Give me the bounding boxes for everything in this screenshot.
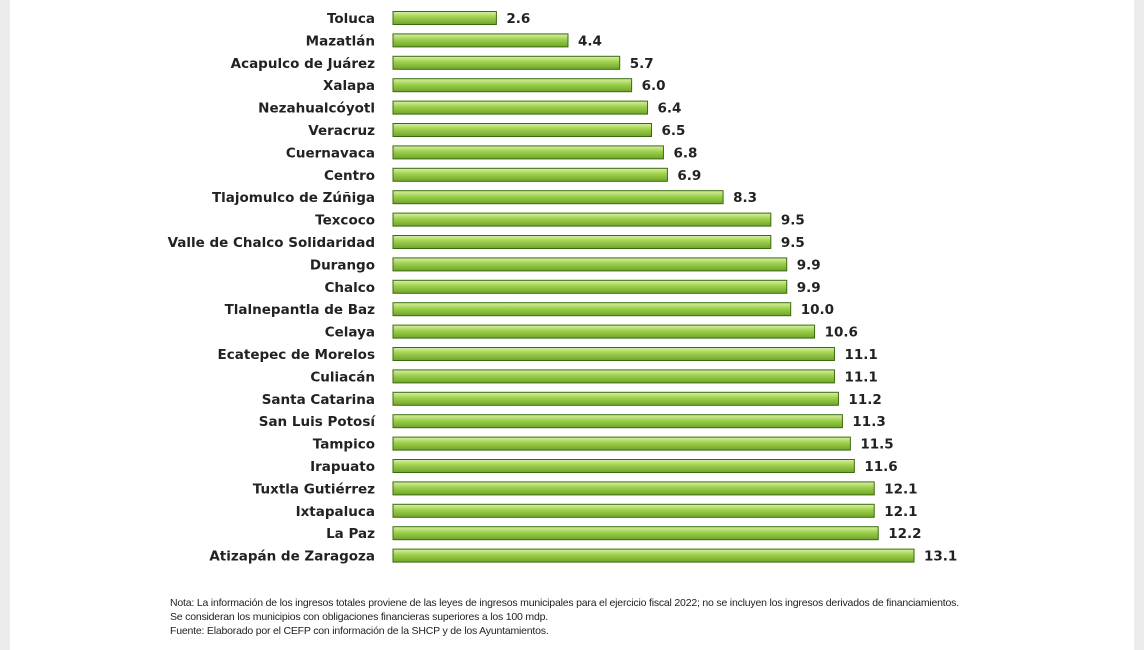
category-label: Mazatlán bbox=[306, 33, 375, 49]
note-line-3: Fuente: Elaborado por el CEFP con inform… bbox=[170, 625, 549, 637]
value-label: 6.8 bbox=[673, 145, 697, 161]
category-label: Irapuato bbox=[310, 459, 375, 475]
bar bbox=[392, 347, 835, 361]
bar bbox=[392, 414, 843, 429]
value-label: 6.5 bbox=[662, 123, 686, 139]
chart-notes: Nota: La información de los ingresos tot… bbox=[170, 596, 1070, 638]
category-label: Durango bbox=[310, 257, 375, 273]
category-label: Celaya bbox=[325, 325, 375, 341]
bar bbox=[392, 100, 649, 115]
bar bbox=[392, 235, 772, 249]
value-label: 4.4 bbox=[578, 33, 602, 49]
value-label: 8.3 bbox=[733, 190, 757, 206]
category-label: Ecatepec de Morelos bbox=[218, 347, 375, 363]
category-label: Tlajomulco de Zúñiga bbox=[212, 190, 375, 206]
value-label: 11.2 bbox=[848, 392, 881, 408]
value-label: 9.9 bbox=[797, 257, 821, 273]
value-label: 9.9 bbox=[797, 280, 821, 296]
note-line-2: Se consideran los municipios con obligac… bbox=[170, 611, 548, 623]
category-label: Nezahualcóyotl bbox=[258, 101, 375, 117]
bar bbox=[392, 123, 653, 137]
value-label: 11.1 bbox=[844, 369, 877, 385]
bar bbox=[392, 55, 621, 70]
category-label: Santa Catarina bbox=[262, 392, 375, 408]
category-label: Chalco bbox=[324, 280, 375, 296]
bar bbox=[392, 279, 788, 294]
value-label: 5.7 bbox=[630, 56, 654, 72]
bar bbox=[392, 145, 664, 160]
category-label: Texcoco bbox=[315, 213, 375, 229]
bar bbox=[392, 369, 835, 384]
bar bbox=[392, 391, 839, 406]
bar bbox=[392, 481, 875, 496]
value-label: 11.5 bbox=[860, 437, 893, 453]
bar-chart: Toluca 2.6 Mazatlán 4.4 Acapulco de Juárez 5.… bbox=[168, 11, 957, 565]
value-label: 11.1 bbox=[844, 347, 877, 363]
bar bbox=[392, 33, 569, 48]
value-label: 12.2 bbox=[888, 526, 921, 542]
bar bbox=[392, 257, 788, 272]
bar bbox=[392, 459, 855, 473]
category-label: Xalapa bbox=[323, 78, 375, 94]
category-label: Atizapán de Zaragoza bbox=[209, 549, 375, 565]
bar bbox=[392, 78, 633, 93]
category-label: Tuxtla Gutiérrez bbox=[253, 481, 375, 497]
category-label: Culiacán bbox=[310, 369, 375, 385]
category-label: Valle de Chalco Solidaridad bbox=[168, 235, 375, 251]
value-label: 9.5 bbox=[781, 213, 805, 229]
category-label: Acapulco de Juárez bbox=[231, 56, 376, 72]
value-label: 6.0 bbox=[642, 78, 666, 94]
bar bbox=[392, 324, 816, 339]
value-label: 13.1 bbox=[924, 549, 957, 565]
bar bbox=[392, 436, 851, 451]
category-label: Ixtapaluca bbox=[296, 504, 375, 520]
value-label: 12.1 bbox=[884, 504, 917, 520]
value-label: 2.6 bbox=[506, 11, 530, 27]
bar bbox=[392, 212, 772, 227]
bar bbox=[392, 302, 792, 317]
category-label: Tlalnepantla de Baz bbox=[225, 302, 376, 318]
category-label: La Paz bbox=[326, 526, 375, 542]
bar bbox=[392, 548, 915, 563]
page: Toluca 2.6 Mazatlán 4.4 Acapulco de Juárez 5.… bbox=[10, 0, 1134, 650]
value-label: 10.0 bbox=[801, 302, 834, 318]
category-label: Centro bbox=[324, 168, 375, 184]
category-label: Tampico bbox=[313, 437, 375, 453]
bar bbox=[392, 503, 875, 518]
category-label: Veracruz bbox=[308, 123, 375, 139]
value-label: 11.6 bbox=[864, 459, 897, 475]
value-label: 6.4 bbox=[658, 101, 682, 117]
value-label: 11.3 bbox=[852, 414, 885, 430]
bar bbox=[392, 190, 724, 205]
value-label: 12.1 bbox=[884, 481, 917, 497]
value-label: 6.9 bbox=[677, 168, 701, 184]
category-label: San Luis Potosí bbox=[259, 414, 377, 430]
value-label: 9.5 bbox=[781, 235, 805, 251]
bar bbox=[392, 167, 668, 182]
bar bbox=[392, 526, 879, 541]
bar bbox=[392, 11, 497, 25]
value-label: 10.6 bbox=[825, 325, 858, 341]
category-label: Cuernavaca bbox=[286, 145, 375, 161]
note-line-1: Nota: La información de los ingresos tot… bbox=[170, 597, 959, 609]
category-label: Toluca bbox=[327, 11, 375, 27]
